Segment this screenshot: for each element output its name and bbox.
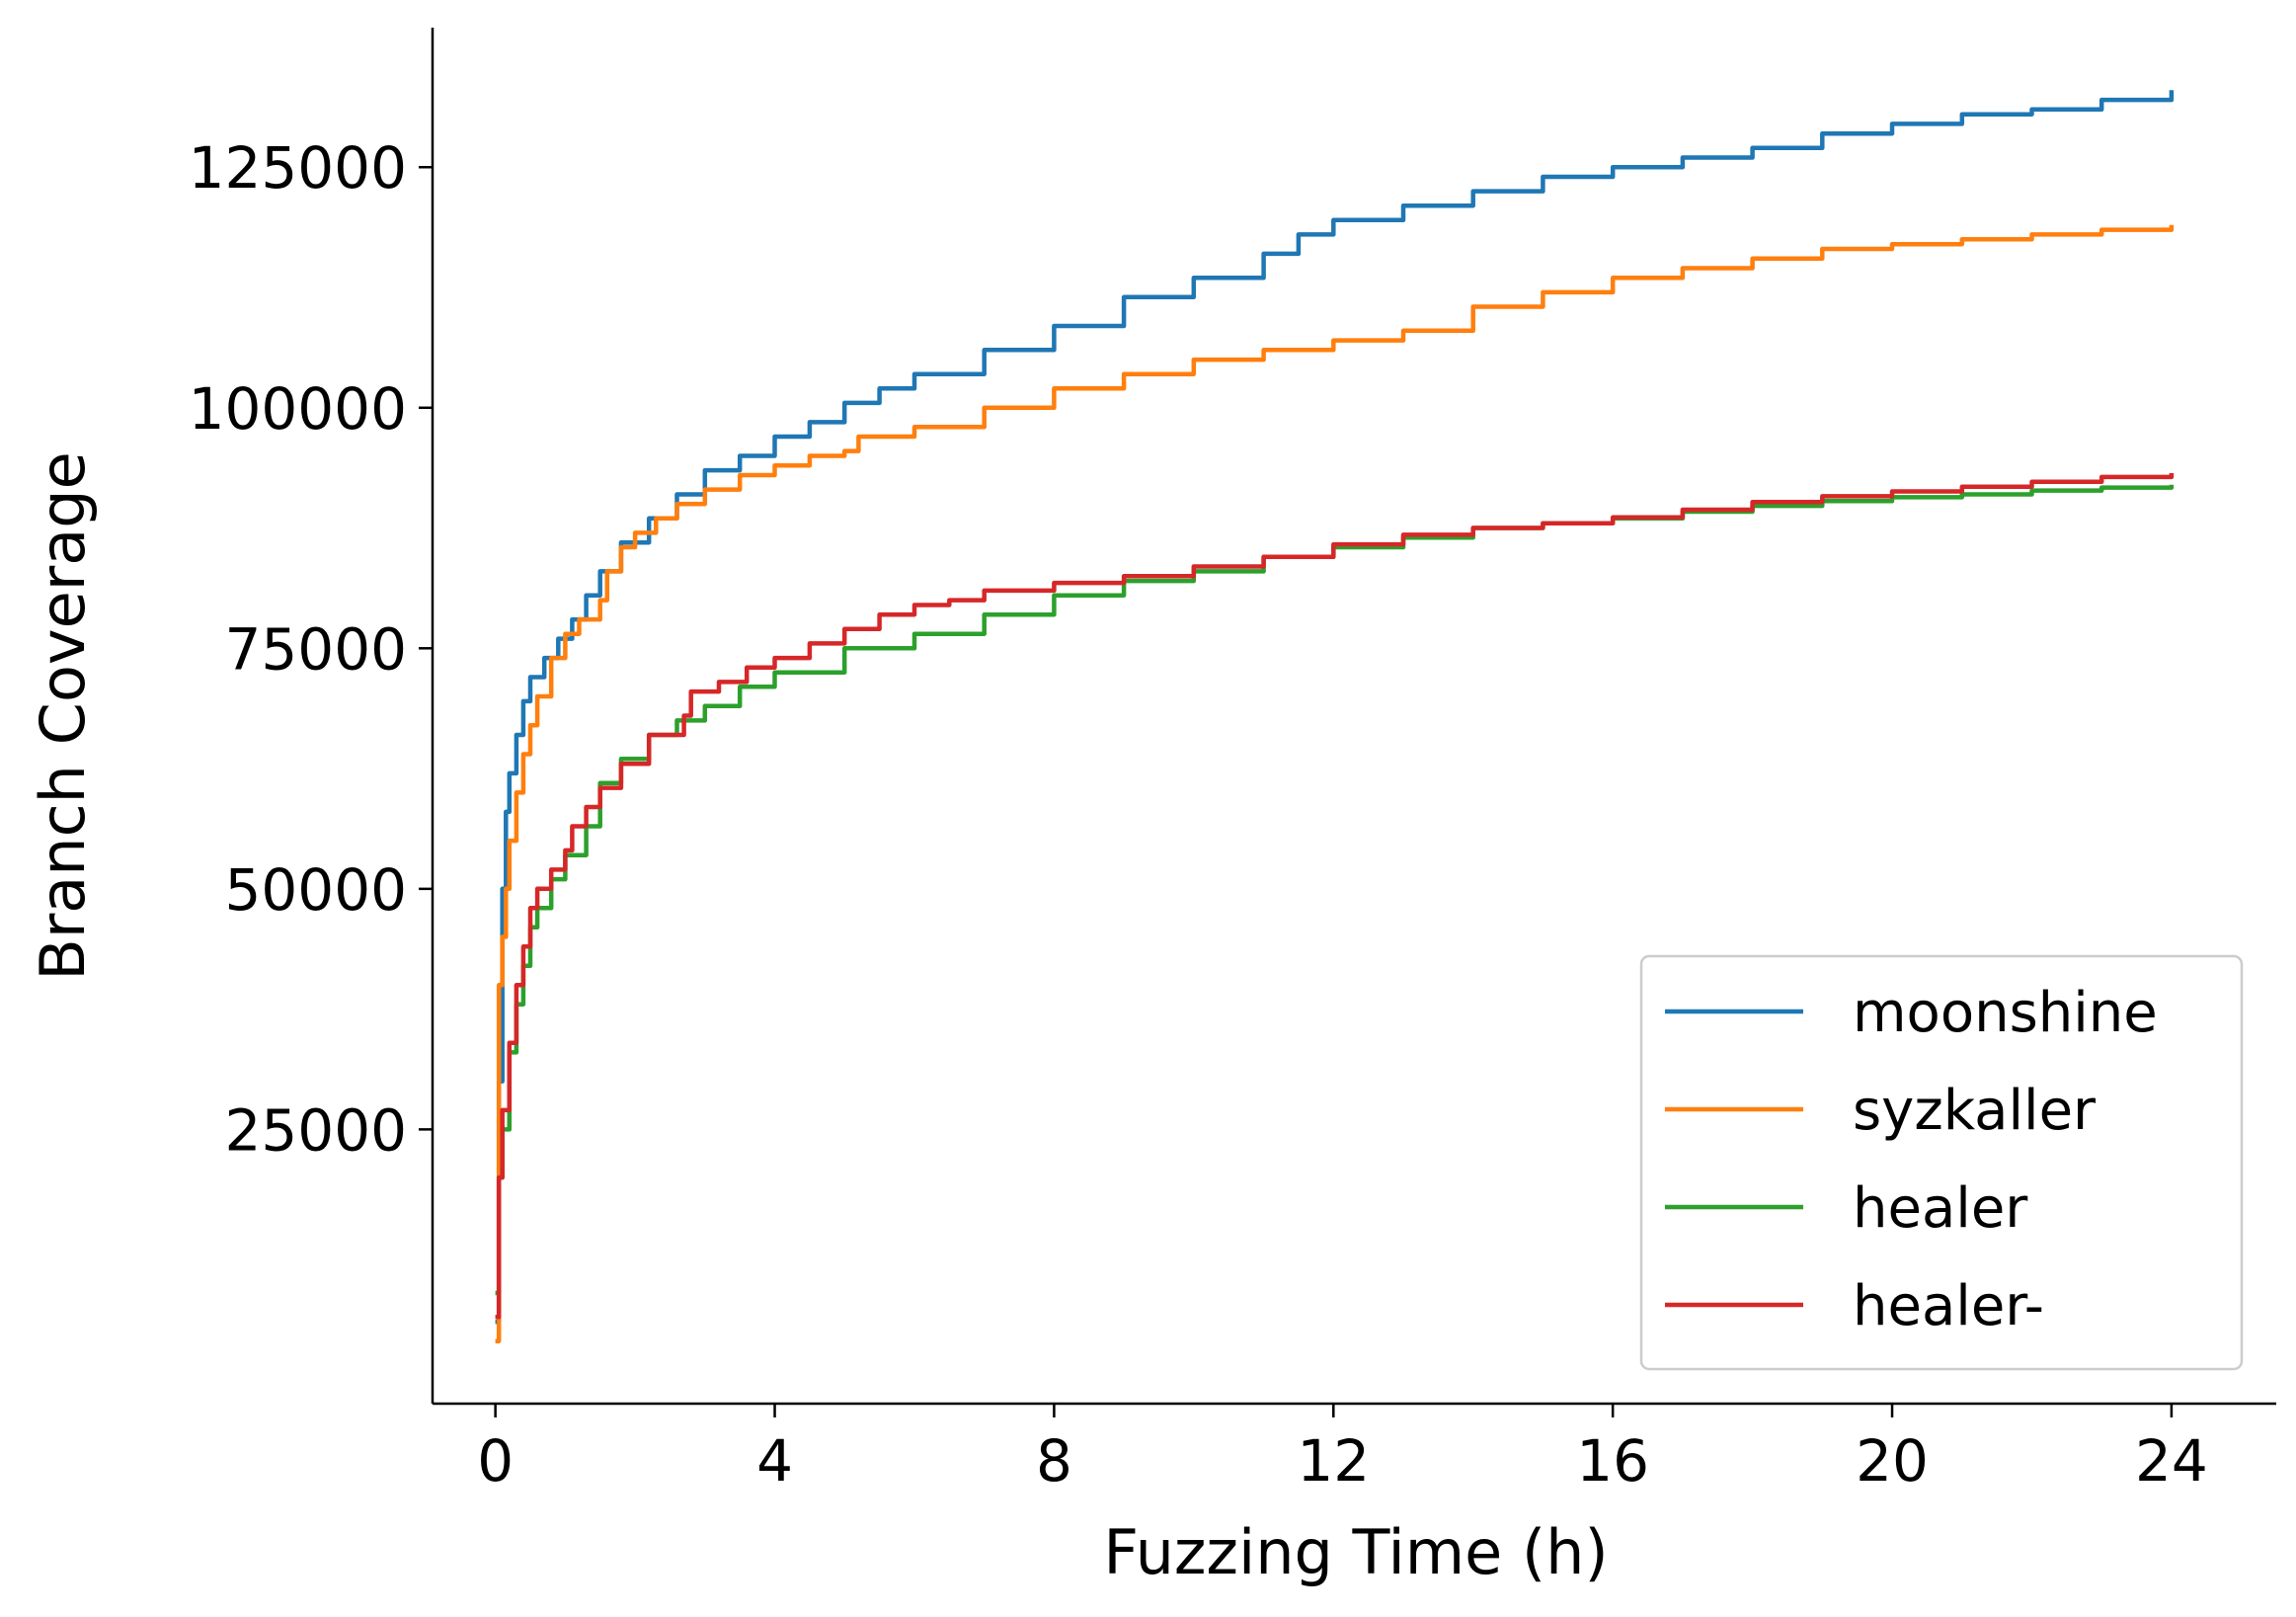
y-tick-label: 100000 xyxy=(189,375,407,443)
y-tick-label: 50000 xyxy=(224,856,407,924)
x-tick-label: 16 xyxy=(1576,1427,1649,1495)
y-tick-label: 125000 xyxy=(189,134,407,202)
y-axis-title: Branch Coverage xyxy=(27,451,99,980)
x-tick-label: 0 xyxy=(477,1427,514,1495)
y-axis-ticks: 25000 50000 75000 100000 125000 xyxy=(189,134,433,1164)
x-tick-label: 20 xyxy=(1856,1427,1929,1495)
y-tick-label: 25000 xyxy=(224,1096,407,1164)
series-line-moonshine xyxy=(495,90,2175,1325)
y-tick-label: 75000 xyxy=(224,615,407,683)
x-tick-label: 4 xyxy=(756,1427,793,1495)
legend-label: moonshine xyxy=(1853,981,2158,1045)
x-tick-label: 12 xyxy=(1297,1427,1370,1495)
x-axis-ticks: 0 4 8 12 16 20 24 xyxy=(477,1404,2208,1495)
x-axis-title: Fuzzing Time (h) xyxy=(1103,1516,1608,1588)
x-tick-label: 8 xyxy=(1036,1427,1072,1495)
legend: moonshine syzkaller healer healer- xyxy=(1639,954,2244,1371)
legend-label: healer xyxy=(1853,1176,2028,1241)
legend-box xyxy=(1639,954,2244,1371)
series-line-syzkaller xyxy=(495,224,2175,1343)
x-tick-label: 24 xyxy=(2135,1427,2208,1495)
legend-label: healer- xyxy=(1853,1274,2044,1338)
plot-area xyxy=(495,90,2175,1343)
legend-items: moonshine syzkaller healer healer- xyxy=(1665,981,2158,1338)
legend-label: syzkaller xyxy=(1853,1079,2097,1143)
series-line-healer xyxy=(495,473,2175,1320)
